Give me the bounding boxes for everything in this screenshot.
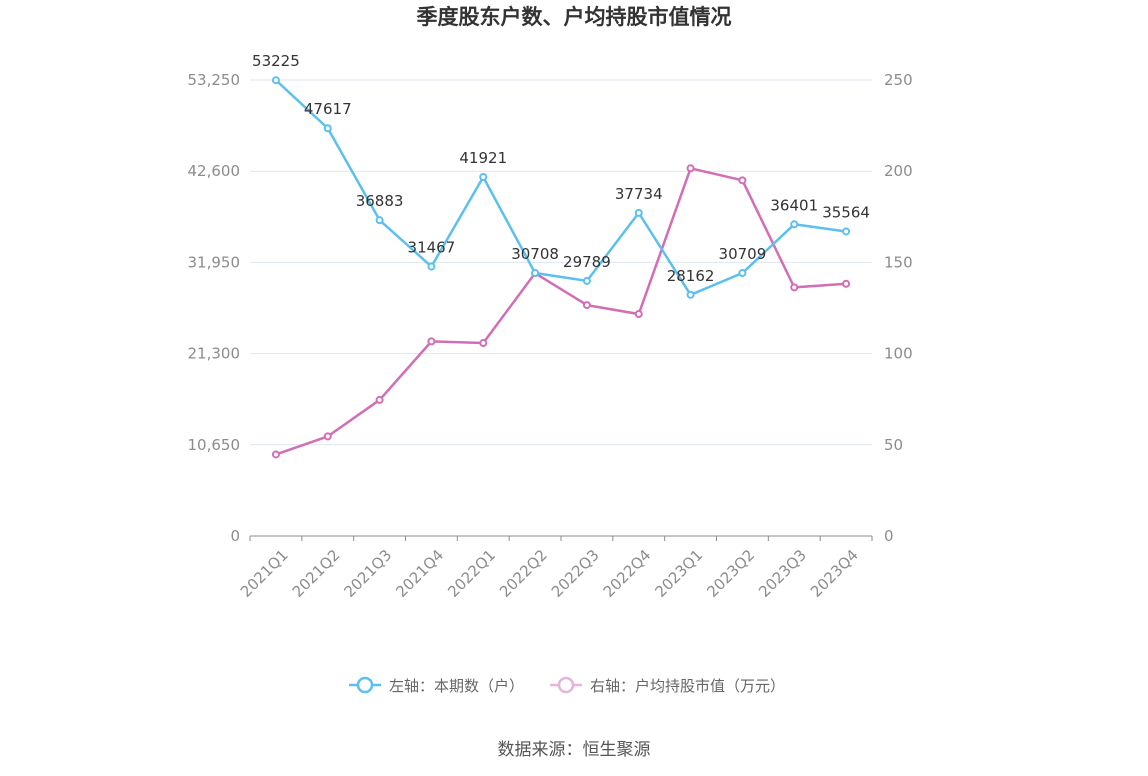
left-tick-label: 53,250 — [188, 71, 241, 89]
data-label: 28162 — [667, 267, 715, 285]
data-point — [686, 164, 695, 173]
legend[interactable]: 左轴：本期数（户） 右轴：户均持股市值（万元） — [349, 676, 785, 695]
data-point — [271, 76, 280, 85]
legend-label: 右轴：户均持股市值（万元） — [590, 677, 785, 695]
source-note: 数据来源：恒生聚源 — [498, 740, 651, 760]
x-tick-label: 2021Q2 — [289, 546, 344, 601]
data-point — [323, 432, 332, 441]
data-point — [842, 279, 851, 288]
data-label: 30708 — [511, 245, 559, 263]
x-tick-label: 2023Q2 — [703, 546, 758, 601]
data-label: 35564 — [822, 203, 870, 221]
data-point — [375, 216, 384, 225]
data-label: 36883 — [356, 192, 404, 210]
data-point — [790, 283, 799, 292]
right-tick-label: 200 — [884, 162, 913, 180]
legend-item[interactable]: 右轴：户均持股市值（万元） — [550, 676, 785, 695]
series-left: 53225 47617 36883 31467 41921 30708 29789 37734… — [252, 52, 870, 299]
right-axis: 0 50 100 150 200 250 — [884, 71, 913, 545]
data-point — [634, 208, 643, 217]
legend-marker — [356, 676, 374, 694]
left-tick-label: 0 — [230, 527, 240, 545]
data-point — [531, 269, 540, 278]
left-axis: 0 10,650 21,300 31,950 42,600 53,250 — [188, 71, 241, 545]
data-point — [323, 124, 332, 133]
left-tick-label: 21,300 — [188, 345, 241, 363]
left-tick-label: 31,950 — [188, 253, 241, 271]
data-label: 36401 — [770, 196, 818, 214]
left-tick-label: 10,650 — [188, 436, 241, 454]
x-tick-label: 2021Q1 — [237, 546, 292, 601]
x-tick-label: 2022Q2 — [496, 546, 551, 601]
series-line — [275, 79, 847, 297]
right-tick-label: 0 — [884, 527, 894, 545]
data-point — [427, 337, 436, 346]
legend-marker — [557, 676, 575, 694]
x-tick-label: 2022Q1 — [444, 546, 499, 601]
x-tick-label: 2021Q3 — [341, 546, 396, 601]
data-point — [427, 262, 436, 271]
legend-label: 左轴：本期数（户） — [389, 677, 524, 695]
data-point — [582, 276, 591, 285]
right-tick-label: 250 — [884, 71, 913, 89]
x-tick-label: 2021Q4 — [392, 546, 447, 601]
data-label: 31467 — [408, 239, 456, 257]
data-point — [738, 269, 747, 278]
data-point — [842, 227, 851, 236]
data-point — [582, 301, 591, 310]
x-tick-label: 2023Q3 — [755, 546, 810, 601]
data-point — [271, 450, 280, 459]
right-tick-label: 100 — [884, 345, 913, 363]
x-axis: 2021Q12021Q22021Q32021Q42022Q12022Q22022… — [237, 535, 873, 601]
data-point — [479, 173, 488, 182]
data-point — [375, 395, 384, 404]
grid — [250, 79, 872, 446]
data-label: 41921 — [459, 149, 507, 167]
data-label: 37734 — [615, 185, 663, 203]
data-point — [479, 339, 488, 348]
data-label: 53225 — [252, 52, 300, 70]
data-label: 30709 — [719, 245, 767, 263]
data-label: 47617 — [304, 100, 352, 118]
right-tick-label: 150 — [884, 253, 913, 271]
legend-item[interactable]: 左轴：本期数（户） — [349, 676, 524, 695]
data-point — [634, 310, 643, 319]
data-point — [738, 176, 747, 185]
chart-title: 季度股东户数、户均持股市值情况 — [417, 5, 732, 29]
series-line — [275, 167, 847, 456]
data-point — [686, 290, 695, 299]
right-tick-label: 50 — [884, 436, 903, 454]
x-tick-label: 2023Q1 — [652, 546, 707, 601]
left-tick-label: 42,600 — [188, 162, 241, 180]
x-tick-label: 2023Q4 — [807, 546, 862, 601]
x-tick-label: 2022Q3 — [548, 546, 603, 601]
data-point — [790, 220, 799, 229]
series-layer: 53225 47617 36883 31467 41921 30708 29789 37734… — [252, 52, 870, 459]
data-label: 29789 — [563, 253, 611, 271]
x-tick-label: 2022Q4 — [600, 546, 655, 601]
